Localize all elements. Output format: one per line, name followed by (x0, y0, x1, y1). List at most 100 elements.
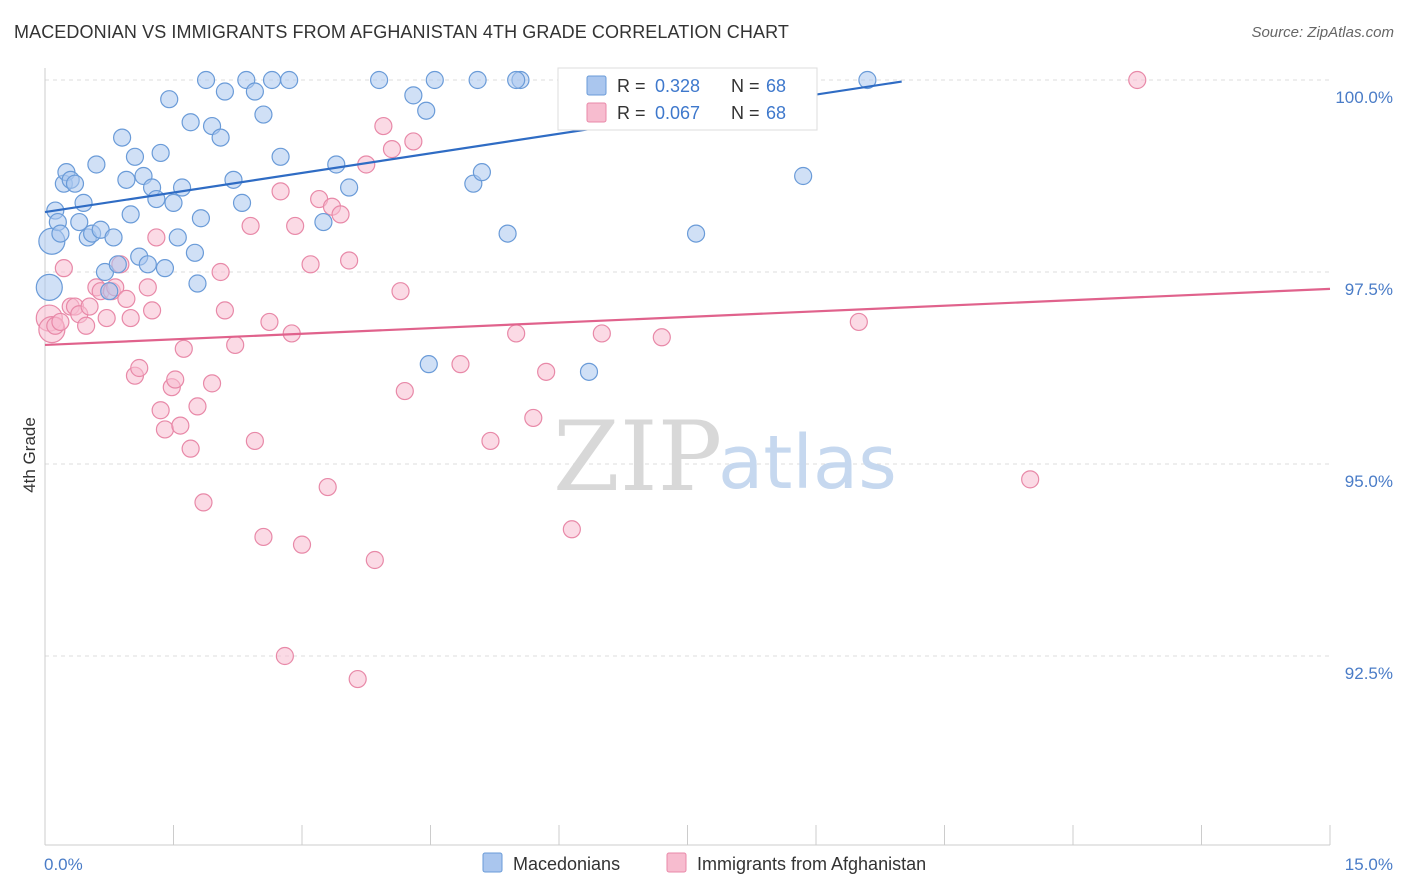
afghanistan-point (155, 420, 175, 439)
stats-r-value-afghanistan: 0.067 (655, 103, 700, 123)
macedonian-point (160, 90, 179, 109)
stats-swatch-afghanistan (586, 102, 607, 123)
macedonian-point (138, 255, 157, 274)
macedonian-point (211, 128, 230, 147)
afghanistan-point (97, 308, 116, 328)
afghanistan-point (130, 358, 149, 378)
afghanistan-point (404, 132, 423, 151)
afghanistan-point (374, 116, 393, 136)
afghanistan-point (331, 205, 350, 224)
macedonian-point (121, 205, 140, 224)
macedonian-point (794, 166, 813, 186)
grid-lines (45, 79, 1330, 657)
afghanistan-point (481, 431, 500, 451)
macedonian-point (327, 155, 346, 174)
macedonian-point (425, 70, 444, 90)
y-tick-label: 92.5% (1345, 664, 1393, 683)
macedonian-point (245, 82, 264, 101)
afghanistan-point (286, 216, 305, 236)
macedonian-point (151, 143, 170, 163)
afghanistan-point (80, 297, 99, 316)
chart-title: MACEDONIAN VS IMMIGRANTS FROM AFGHANISTA… (14, 22, 789, 42)
afghanistan-point (211, 262, 230, 282)
afghanistan-point (562, 520, 581, 539)
tick-labels: 100.0% 97.5% 95.0% 92.5% 0.0% 15.0% (44, 88, 1393, 874)
macedonian-point (254, 105, 273, 124)
afghanistan-point (652, 328, 671, 347)
afghanistan-point (166, 370, 185, 389)
afghanistan-point (348, 669, 367, 689)
watermark-zip: ZIP (553, 401, 722, 513)
afghanistan-point (226, 335, 245, 355)
afghanistan-point (245, 431, 264, 451)
watermark-atlas: atlas (718, 420, 897, 506)
stats-n-value-afghanistan: 68 (766, 103, 786, 123)
macedonian-point (340, 178, 359, 197)
afghanistan-point (301, 255, 320, 274)
macedonian-point (215, 82, 234, 101)
x-tick-label: 0.0% (44, 855, 83, 874)
macedonian-point (155, 259, 175, 278)
macedonian-point (271, 147, 290, 166)
afghanistan-point (174, 339, 193, 358)
trend-line-afghanistan (44, 287, 1331, 347)
stats-r-label-macedonians: R = (617, 76, 646, 96)
macedonian-point (104, 228, 123, 247)
afghanistan-point (54, 259, 73, 278)
macedonian-point (404, 86, 423, 105)
macedonian-point (370, 70, 389, 90)
macedonian-point (191, 209, 211, 228)
macedonian-point (65, 174, 85, 193)
macedonian-point (224, 170, 243, 189)
afghanistan-point (507, 324, 526, 343)
macedonian-point (232, 193, 252, 212)
afghanistan-point (142, 301, 162, 320)
afghanistan-point (340, 251, 359, 270)
macedonian-point (51, 224, 70, 243)
y-tick-label: 100.0% (1335, 88, 1393, 107)
macedonian-point (87, 155, 106, 174)
afghanistan-point (181, 439, 200, 458)
macedonian-point (686, 224, 706, 243)
axes (44, 68, 1331, 846)
stats-n-label-afghanistan: N = (731, 103, 760, 123)
macedonian-point (185, 243, 205, 262)
afghanistan-point (451, 355, 470, 374)
macedonian-point (858, 70, 877, 90)
afghanistan-point (117, 289, 136, 308)
macedonian-point (181, 113, 200, 132)
macedonian-point (100, 282, 119, 301)
macedonian-point (117, 170, 136, 189)
afghanistan-point (171, 416, 190, 435)
afghanistan-point (1021, 470, 1040, 489)
afghanistan-point (188, 397, 207, 416)
afghanistan-point (202, 374, 222, 393)
stats-swatch-macedonians (586, 75, 607, 96)
afghanistan-point (51, 312, 70, 332)
macedonian-point (579, 362, 599, 381)
afghanistan-point (138, 278, 157, 297)
y-tick-label: 95.0% (1345, 472, 1393, 491)
legend-label-afghanistan: Immigrants from Afghanistan (697, 854, 926, 874)
bottom-legend: Macedonians Immigrants from Afghanistan (482, 852, 926, 874)
stats-n-label-macedonians: N = (731, 76, 760, 96)
y-tick-label: 97.5% (1345, 280, 1393, 299)
macedonian-point (196, 70, 216, 90)
watermark: ZIP atlas (553, 401, 897, 513)
afghanistan-point (292, 535, 312, 554)
afghanistan-point (77, 316, 96, 335)
afghanistan-point (147, 228, 166, 247)
macedonian-point (188, 274, 207, 293)
macedonian-point (280, 70, 299, 90)
macedonian-point (417, 101, 436, 120)
macedonian-point (74, 193, 93, 212)
macedonian-point (168, 228, 187, 247)
afghanistan-point (592, 324, 611, 343)
afghanistan-point (395, 381, 414, 401)
y-axis-title: 4th Grade (20, 417, 39, 493)
stats-r-label-afghanistan: R = (617, 103, 646, 123)
macedonian-point (314, 212, 333, 232)
macedonian-point (70, 212, 89, 232)
macedonian-point (125, 147, 145, 166)
